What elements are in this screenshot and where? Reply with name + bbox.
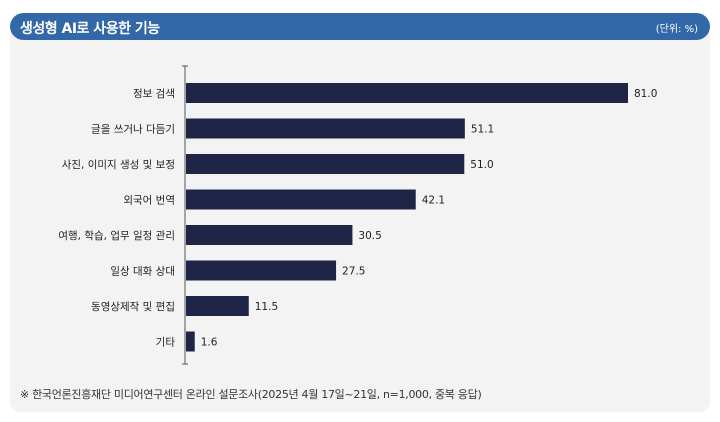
bar (186, 154, 465, 174)
bar (186, 118, 465, 139)
value-label: 27.5 (342, 266, 365, 278)
footnote: ※ 한국언론진흥재단 미디어연구센터 온라인 설문조사(2025년 4월 17일… (20, 388, 482, 401)
category-label: 여행, 학습, 업무 일정 관리 (58, 229, 175, 242)
value-label: 30.5 (358, 230, 381, 242)
value-label: 51.0 (470, 159, 493, 171)
bar (186, 189, 416, 210)
unit-label: (단위: %) (655, 24, 698, 35)
chart-title: 생성형 AI로 사용한 기능 (20, 21, 160, 37)
bar (186, 296, 249, 316)
category-label: 일상 대화 상대 (110, 265, 175, 278)
category-label: 글을 쓰거나 다듬기 (91, 124, 175, 136)
value-label: 11.5 (255, 301, 278, 313)
category-label: 정보 검색 (133, 88, 175, 100)
value-label: 81.0 (634, 88, 657, 100)
bar (186, 260, 337, 281)
bar (186, 331, 195, 352)
category-label: 사진, 이미지 생성 및 보정 (62, 159, 175, 171)
bar (186, 225, 353, 245)
category-label: 기타 (156, 337, 176, 349)
value-label: 42.1 (422, 195, 445, 207)
value-label: 1.6 (201, 337, 218, 349)
value-label: 51.1 (471, 124, 494, 136)
chart-header: 생성형 AI로 사용한 기능 (단위: %) (10, 13, 710, 40)
category-label: 외국어 번역 (123, 195, 175, 207)
bar (186, 83, 628, 103)
category-label: 동영상제작 및 편집 (91, 300, 175, 313)
